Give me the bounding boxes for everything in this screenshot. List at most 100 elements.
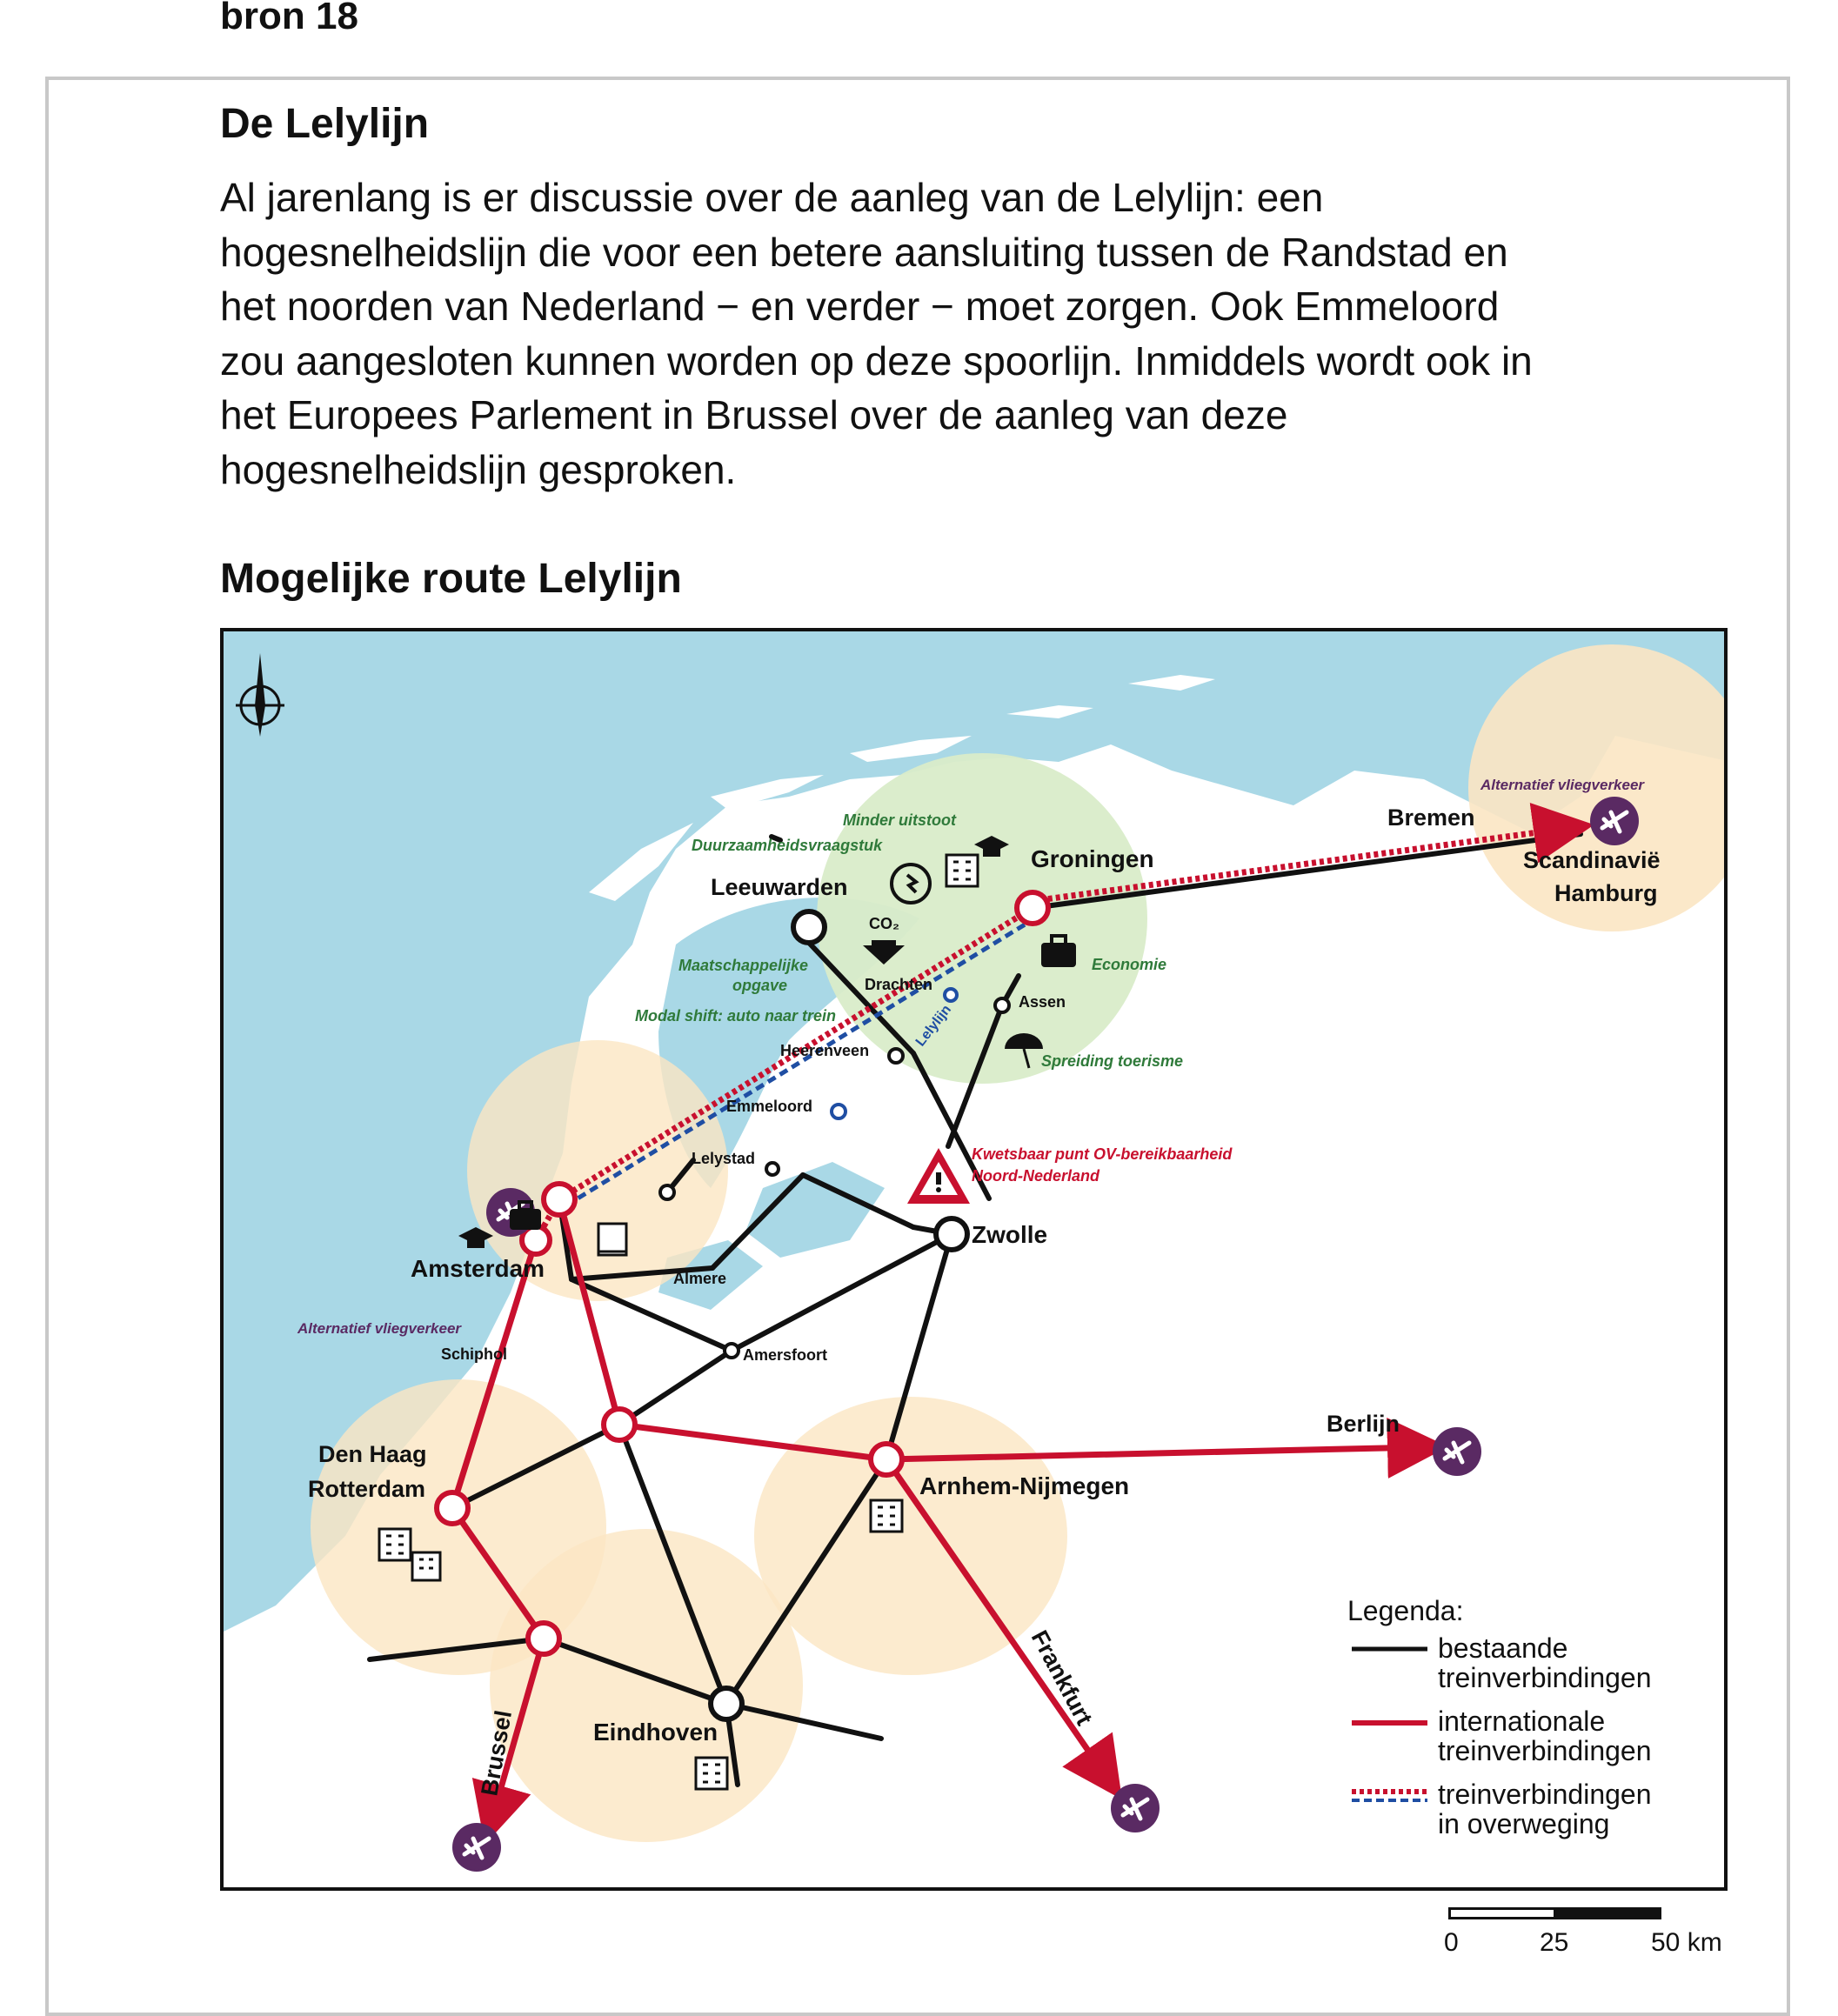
legend-considered-2: in overweging xyxy=(1438,1808,1609,1839)
map-svg: Leeuwarden Groningen Bremen Scandinavië … xyxy=(224,631,1724,1872)
source-title: De Lelylijn xyxy=(220,101,430,147)
wadden-islands xyxy=(589,675,1215,901)
stations xyxy=(434,890,1051,1722)
scale-label-end: 50 km xyxy=(1651,1928,1722,1957)
annotation-spreiding: Spreiding toerisme xyxy=(1041,1052,1183,1070)
misc-icons xyxy=(458,836,1076,1248)
legend-existing-1: bestaande xyxy=(1438,1632,1567,1664)
map: Leeuwarden Groningen Bremen Scandinavië … xyxy=(220,628,1728,1891)
station-leeuwarden xyxy=(791,909,827,945)
station-eindhoven xyxy=(708,1686,745,1722)
compass-icon xyxy=(236,653,284,737)
station-zwolle xyxy=(933,1216,970,1252)
label-arnhem-nijmegen: Arnhem-Nijmegen xyxy=(919,1472,1129,1499)
briefcase-icon xyxy=(510,1200,541,1230)
map-title: Mogelijke route Lelylijn xyxy=(220,556,682,602)
recycle-icon xyxy=(890,863,932,905)
building-icon xyxy=(597,1222,628,1253)
annotation-alt-vlieg-north: Alternatief vliegverkeer xyxy=(1480,777,1645,793)
station-arnhem-nijmegen xyxy=(868,1441,905,1478)
annotation-alt-vlieg-west: Alternatief vliegverkeer xyxy=(297,1320,462,1337)
annotation-duurzaamheid: Duurzaamheidsvraagstuk xyxy=(692,837,883,854)
station-heerenveen xyxy=(887,1047,905,1065)
intro-line: zou aangesloten kunnen worden op deze sp… xyxy=(220,337,1533,384)
label-almere: Almere xyxy=(673,1270,726,1287)
label-den-haag: Den Haag xyxy=(318,1441,427,1467)
station-amersfoort xyxy=(723,1342,740,1359)
graduation-cap-icon xyxy=(974,836,1009,857)
annotations: Minder uitstoot Duurzaamheidsvraagstuk M… xyxy=(297,777,1645,1337)
station-emmeloord xyxy=(830,1103,847,1120)
umbrella-icon xyxy=(1005,1033,1043,1069)
scale-label-zero: 0 xyxy=(1444,1928,1459,1957)
label-schiphol: Schiphol xyxy=(441,1345,507,1363)
annotation-co2: CO₂ xyxy=(869,915,899,932)
intro-line: het noorden van Nederland − en verder − … xyxy=(220,284,1500,329)
legend-international-1: internationale xyxy=(1438,1706,1605,1737)
station-amsterdam xyxy=(541,1181,578,1218)
station-rotterdam xyxy=(434,1490,471,1526)
label-zwolle: Zwolle xyxy=(972,1221,1047,1248)
intro-line: hogesnelheidslijn gesproken. xyxy=(220,446,737,492)
intro-text: Al jarenlang is er discussie over de aan… xyxy=(220,170,1786,497)
international-rail xyxy=(449,831,1583,1845)
intro-line: het Europees Parlement in Brussel over d… xyxy=(220,392,1288,437)
building-icon xyxy=(378,1527,412,1562)
annotation-maatschappelijk-1: Maatschappelijke xyxy=(678,957,808,974)
annotation-economie: Economie xyxy=(1092,956,1166,973)
label-emmeloord: Emmeloord xyxy=(726,1098,812,1115)
scale-label-mid: 25 xyxy=(1540,1928,1569,1957)
building-icon xyxy=(869,1499,904,1533)
scale-segment-white xyxy=(1448,1907,1556,1919)
legend-existing-2: treinverbindingen xyxy=(1438,1662,1652,1693)
label-bremen: Bremen xyxy=(1387,804,1475,831)
airplane-icon xyxy=(1111,1784,1160,1832)
station-breda xyxy=(525,1620,562,1657)
station-utrecht xyxy=(601,1406,638,1443)
label-rotterdam: Rotterdam xyxy=(308,1476,425,1502)
building-icon xyxy=(945,853,979,888)
airplane-icon xyxy=(1433,1427,1481,1476)
legend-title: Legenda: xyxy=(1347,1595,1463,1626)
station-lelystad xyxy=(765,1161,780,1177)
source-label: bron 18 xyxy=(220,0,358,37)
intro-line: hogesnelheidslijn die voor een betere aa… xyxy=(220,229,1508,275)
annotation-maatschappelijk-2: opgave xyxy=(732,977,787,994)
label-groningen: Groningen xyxy=(1031,845,1154,872)
warning-icon xyxy=(907,1148,970,1204)
label-amersfoort: Amersfoort xyxy=(743,1346,827,1364)
scale-bar: 0 25 50 km xyxy=(1444,1907,1722,1959)
legend: Legenda: bestaande treinverbindingen int… xyxy=(1347,1595,1652,1839)
station-almere xyxy=(658,1184,676,1201)
annotation-kwetsbaar-1: Kwetsbaar punt OV-bereikbaarheid xyxy=(972,1145,1233,1163)
annotation-kwetsbaar-2: Noord-Nederland xyxy=(972,1167,1100,1185)
label-berlijn: Berlijn xyxy=(1327,1411,1400,1437)
annotation-modal-shift: Modal shift: auto naar trein xyxy=(635,1007,836,1025)
airplane-icon xyxy=(1590,797,1639,845)
graduation-cap-icon xyxy=(458,1227,493,1248)
label-eindhoven: Eindhoven xyxy=(593,1719,718,1746)
annotation-minder-uitstoot: Minder uitstoot xyxy=(843,811,957,829)
briefcase-icon xyxy=(1041,934,1076,967)
down-arrow-icon xyxy=(863,940,905,965)
label-assen: Assen xyxy=(1019,993,1066,1011)
building-icon xyxy=(411,1551,442,1582)
label-leeuwarden: Leeuwarden xyxy=(711,874,848,900)
building-icon xyxy=(694,1756,729,1791)
label-drachten: Drachten xyxy=(865,976,932,993)
buildings xyxy=(378,853,979,1791)
station-assen xyxy=(993,997,1011,1014)
label-amsterdam: Amsterdam xyxy=(411,1255,545,1282)
label-scandinavie: Scandinavië xyxy=(1523,847,1661,873)
label-hamburg: Hamburg xyxy=(1554,880,1658,906)
legend-international-2: treinverbindingen xyxy=(1438,1735,1652,1766)
airplane-icon xyxy=(452,1823,501,1872)
label-heerenveen: Heerenveen xyxy=(780,1042,869,1059)
intro-line: Al jarenlang is er discussie over de aan… xyxy=(220,175,1324,220)
label-lelystad: Lelystad xyxy=(692,1150,755,1167)
existing-rail xyxy=(367,834,1021,1787)
station-drachten xyxy=(943,987,959,1003)
station-groningen xyxy=(1014,890,1051,926)
scale-segment-black xyxy=(1554,1907,1661,1919)
legend-considered-1: treinverbindingen xyxy=(1438,1779,1652,1810)
